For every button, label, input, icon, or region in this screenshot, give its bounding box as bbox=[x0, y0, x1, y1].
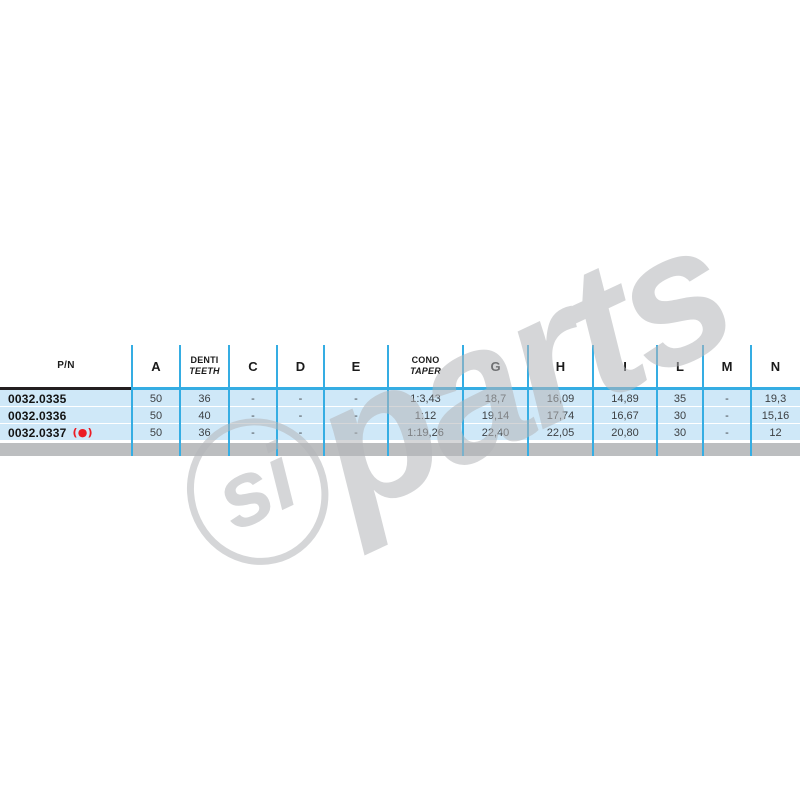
header-cell-c: C bbox=[248, 358, 258, 374]
cell-m: - bbox=[725, 392, 729, 405]
header-cell-d: D bbox=[295, 358, 306, 374]
cell-a: 50 bbox=[149, 409, 163, 422]
cell-l: 30 bbox=[673, 409, 687, 422]
cell-g: 19,14 bbox=[481, 409, 510, 422]
cell-teeth: 36 bbox=[198, 426, 211, 439]
table-row: 0032.0337 (●) 50 36 - - - 1:19,26 22,40 … bbox=[0, 424, 800, 441]
cell-c: - bbox=[251, 409, 255, 422]
cell-l: 30 bbox=[673, 426, 687, 439]
cell-taper: 1:3,43 bbox=[410, 392, 441, 405]
cell-c: - bbox=[251, 426, 255, 439]
availability-marker: (●) bbox=[72, 426, 93, 439]
header-cell-m: M bbox=[721, 358, 733, 374]
cell-a: 50 bbox=[149, 426, 163, 439]
cell-g: 18,7 bbox=[484, 392, 507, 405]
cell-i: 16,67 bbox=[611, 409, 639, 422]
table-row: 0032.0336 50 40 - - - 1:12 19,14 17,74 1… bbox=[0, 407, 800, 424]
cell-g: 22,40 bbox=[481, 426, 510, 439]
cell-taper: 1:12 bbox=[414, 409, 437, 422]
header-cono-label: CONO bbox=[411, 354, 440, 365]
table-header-row: P/N A DENTI TEETH C D E CONO TAPER G H I… bbox=[0, 345, 800, 387]
part-number: 0032.0337 bbox=[8, 425, 67, 440]
header-cell-h: H bbox=[555, 358, 566, 374]
header-divider bbox=[0, 387, 800, 390]
part-number-cell: 0032.0335 bbox=[0, 392, 132, 406]
cell-a: 50 bbox=[149, 392, 163, 405]
cell-d: - bbox=[298, 426, 303, 439]
header-cell-denti-teeth: DENTI TEETH bbox=[180, 355, 229, 378]
header-divider-dark bbox=[0, 387, 132, 390]
cell-e: - bbox=[354, 426, 358, 439]
part-number-cell: 0032.0337 (●) bbox=[0, 426, 132, 440]
header-cell-e: E bbox=[351, 358, 361, 374]
header-cell-pn: P/N bbox=[57, 360, 75, 371]
cell-h: 16,09 bbox=[546, 392, 575, 405]
cell-i: 14,89 bbox=[611, 392, 639, 405]
header-cell-n: N bbox=[770, 358, 781, 374]
cell-m: - bbox=[725, 426, 729, 439]
header-cell-l: L bbox=[676, 358, 684, 374]
header-cell-cono-taper: CONO TAPER bbox=[388, 355, 463, 378]
part-number: 0032.0336 bbox=[8, 408, 67, 423]
cell-h: 22,05 bbox=[546, 426, 575, 439]
cell-d: - bbox=[298, 409, 303, 422]
cell-teeth: 36 bbox=[198, 392, 211, 405]
cell-n: 19,3 bbox=[764, 392, 787, 405]
cell-m: - bbox=[725, 409, 729, 422]
cell-d: - bbox=[298, 392, 303, 405]
part-number: 0032.0335 bbox=[8, 391, 67, 406]
cell-teeth: 40 bbox=[198, 409, 211, 422]
part-number-cell: 0032.0336 bbox=[0, 409, 132, 423]
cell-n: 15,16 bbox=[761, 409, 790, 422]
cell-i: 20,80 bbox=[611, 426, 639, 439]
table-row: 0032.0335 50 36 - - - 1:3,43 18,7 16,09 … bbox=[0, 390, 800, 407]
cell-c: - bbox=[251, 392, 255, 405]
cell-e: - bbox=[354, 409, 358, 422]
cell-e: - bbox=[354, 392, 358, 405]
cell-taper: 1:19,26 bbox=[407, 426, 444, 439]
cell-l: 35 bbox=[673, 392, 687, 405]
header-cell-i: I bbox=[623, 358, 627, 374]
header-cell-g: G bbox=[490, 358, 501, 374]
table-footer-bar bbox=[0, 443, 800, 456]
header-divider-blue bbox=[132, 387, 800, 390]
header-denti-label: DENTI bbox=[190, 354, 219, 365]
header-teeth-label: TEETH bbox=[189, 366, 220, 376]
cell-h: 17,74 bbox=[546, 409, 575, 422]
header-cell-a: A bbox=[151, 358, 161, 374]
cell-n: 12 bbox=[769, 426, 782, 439]
parts-table: P/N A DENTI TEETH C D E CONO TAPER G H I… bbox=[0, 345, 800, 456]
header-taper-label: TAPER bbox=[410, 366, 441, 376]
